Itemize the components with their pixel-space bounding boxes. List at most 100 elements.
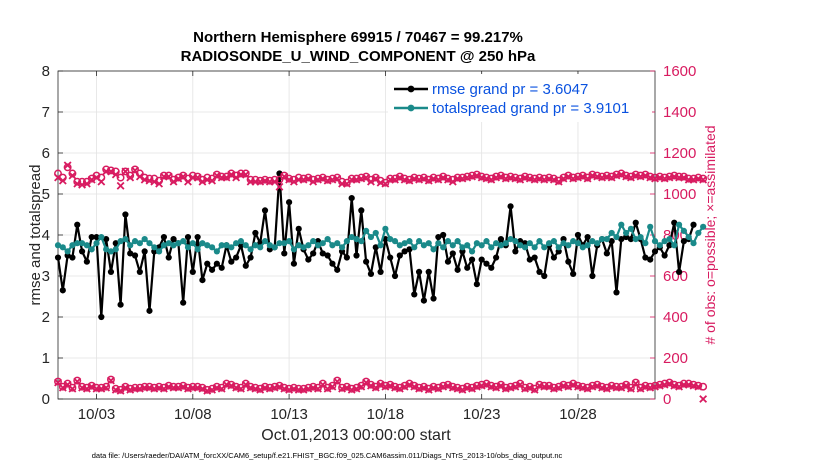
- data-point-series-0: [483, 260, 490, 267]
- obs-possible-marker: [694, 381, 703, 390]
- obs-possible-marker: [150, 383, 159, 392]
- data-point-series-0: [310, 250, 317, 257]
- obs-assimilated-marker: [472, 171, 481, 180]
- obs-assimilated-marker: [549, 175, 558, 184]
- data-point-series-1: [69, 242, 76, 249]
- data-point-series-0: [93, 233, 100, 241]
- obs-assimilated-marker: [323, 384, 332, 393]
- obs-assimilated-marker: [694, 382, 703, 391]
- obs-possible-marker: [314, 174, 322, 183]
- data-point-series-0: [324, 252, 331, 259]
- data-point-series-1: [531, 244, 538, 251]
- legend-totalspread-marker: [407, 104, 415, 112]
- y-right-tick-label: 1400: [663, 104, 696, 121]
- data-point-series-0: [584, 233, 591, 241]
- obs-possible-marker: [660, 173, 669, 182]
- data-point-series-0: [247, 254, 254, 261]
- data-point-series-0: [141, 248, 148, 255]
- data-point-series-1: [107, 248, 115, 255]
- data-point-series-0: [218, 264, 225, 271]
- obs-assimilated-marker: [116, 181, 125, 190]
- obs-assimilated-marker: [583, 174, 592, 183]
- data-point-series-0: [565, 258, 572, 265]
- obs-assimilated-marker: [376, 380, 385, 389]
- data-point-series-1: [353, 236, 360, 243]
- data-point-series-1: [242, 242, 249, 249]
- data-point-series-0: [430, 295, 437, 302]
- data-point-series-1: [252, 242, 259, 249]
- data-point-series-1: [305, 242, 312, 249]
- data-point-series-1: [651, 238, 659, 245]
- obs-assimilated-marker: [675, 382, 684, 391]
- data-point-series-1: [141, 236, 148, 243]
- data-point-series-0: [536, 268, 543, 275]
- y-tick-label: 7: [42, 104, 50, 121]
- data-point-series-1: [382, 225, 389, 232]
- x-tick-label: 10/28: [559, 406, 597, 423]
- data-point-series-0: [348, 195, 355, 202]
- data-point-series-1: [661, 238, 668, 245]
- data-point-series-0: [367, 270, 375, 278]
- obs-assimilated-marker: [545, 382, 554, 391]
- data-point-series-1: [98, 233, 105, 241]
- data-point-series-0: [507, 203, 514, 210]
- data-point-series-0: [411, 291, 418, 298]
- data-point-series-1: [358, 238, 365, 245]
- obs-assimilated-marker: [617, 383, 626, 392]
- data-point-series-0: [449, 250, 456, 257]
- obs-possible-marker: [699, 382, 708, 391]
- data-point-series-1: [93, 240, 100, 247]
- data-point-series-0: [285, 199, 293, 206]
- chart-subtitle: RADIOSONDE_U_WIND_COMPONENT @ 250 hPa: [181, 48, 536, 65]
- data-point-series-0: [493, 254, 500, 261]
- obs-assimilated-marker: [405, 176, 414, 185]
- obs-assimilated-marker: [458, 385, 467, 394]
- data-point-series-1: [372, 229, 379, 237]
- data-point-series-1: [208, 244, 216, 251]
- data-point-series-0: [103, 236, 110, 243]
- obs-possible-marker: [439, 381, 448, 390]
- data-point-series-1: [517, 242, 524, 249]
- data-point-series-0: [589, 272, 596, 280]
- obs-assimilated-marker: [617, 170, 626, 179]
- obs-assimilated-marker: [73, 377, 82, 386]
- data-point-series-1: [444, 238, 452, 245]
- obs-assimilated-marker: [583, 384, 592, 393]
- data-point-series-0: [608, 238, 615, 245]
- data-point-series-1: [233, 240, 240, 247]
- obs-possible-marker: [516, 379, 525, 388]
- data-point-series-0: [242, 262, 249, 269]
- data-point-series-1: [545, 240, 553, 247]
- data-point-series-0: [180, 299, 187, 306]
- legend-totalspread-label: totalspread grand pr = 3.9101: [432, 100, 629, 117]
- legend-rmse-label: rmse grand pr = 3.6047: [432, 81, 588, 98]
- obs-assimilated-marker: [607, 173, 616, 182]
- data-point-series-0: [160, 233, 168, 241]
- data-point-series-0: [391, 272, 399, 280]
- data-point-series-0: [574, 231, 582, 239]
- obs-assimilated-marker: [602, 384, 611, 393]
- data-point-series-0: [675, 268, 683, 275]
- obs-assimilated-marker: [179, 382, 188, 391]
- obs-assimilated-marker: [434, 175, 443, 184]
- data-point-series-1: [555, 244, 562, 251]
- obs-possible-marker: [131, 165, 139, 174]
- obs-possible-marker: [598, 172, 606, 181]
- data-point-series-0: [281, 250, 288, 257]
- obs-assimilated-marker: [564, 172, 573, 181]
- data-point-series-0: [478, 256, 485, 263]
- obs-assimilated-marker: [131, 166, 139, 175]
- data-point-series-1: [536, 238, 543, 245]
- obs-possible-marker: [540, 174, 549, 183]
- data-point-series-1: [459, 244, 466, 251]
- data-point-series-0: [189, 268, 196, 275]
- data-point-series-0: [358, 207, 365, 214]
- obs-assimilated-marker: [342, 383, 351, 392]
- y-right-tick-label: 0: [663, 391, 671, 408]
- obs-assimilated-marker: [439, 173, 448, 182]
- data-point-series-0: [526, 256, 533, 263]
- data-point-series-1: [348, 233, 355, 241]
- data-point-series-1: [656, 242, 663, 249]
- data-point-series-0: [680, 238, 687, 245]
- legend-rmse-marker: [407, 85, 415, 93]
